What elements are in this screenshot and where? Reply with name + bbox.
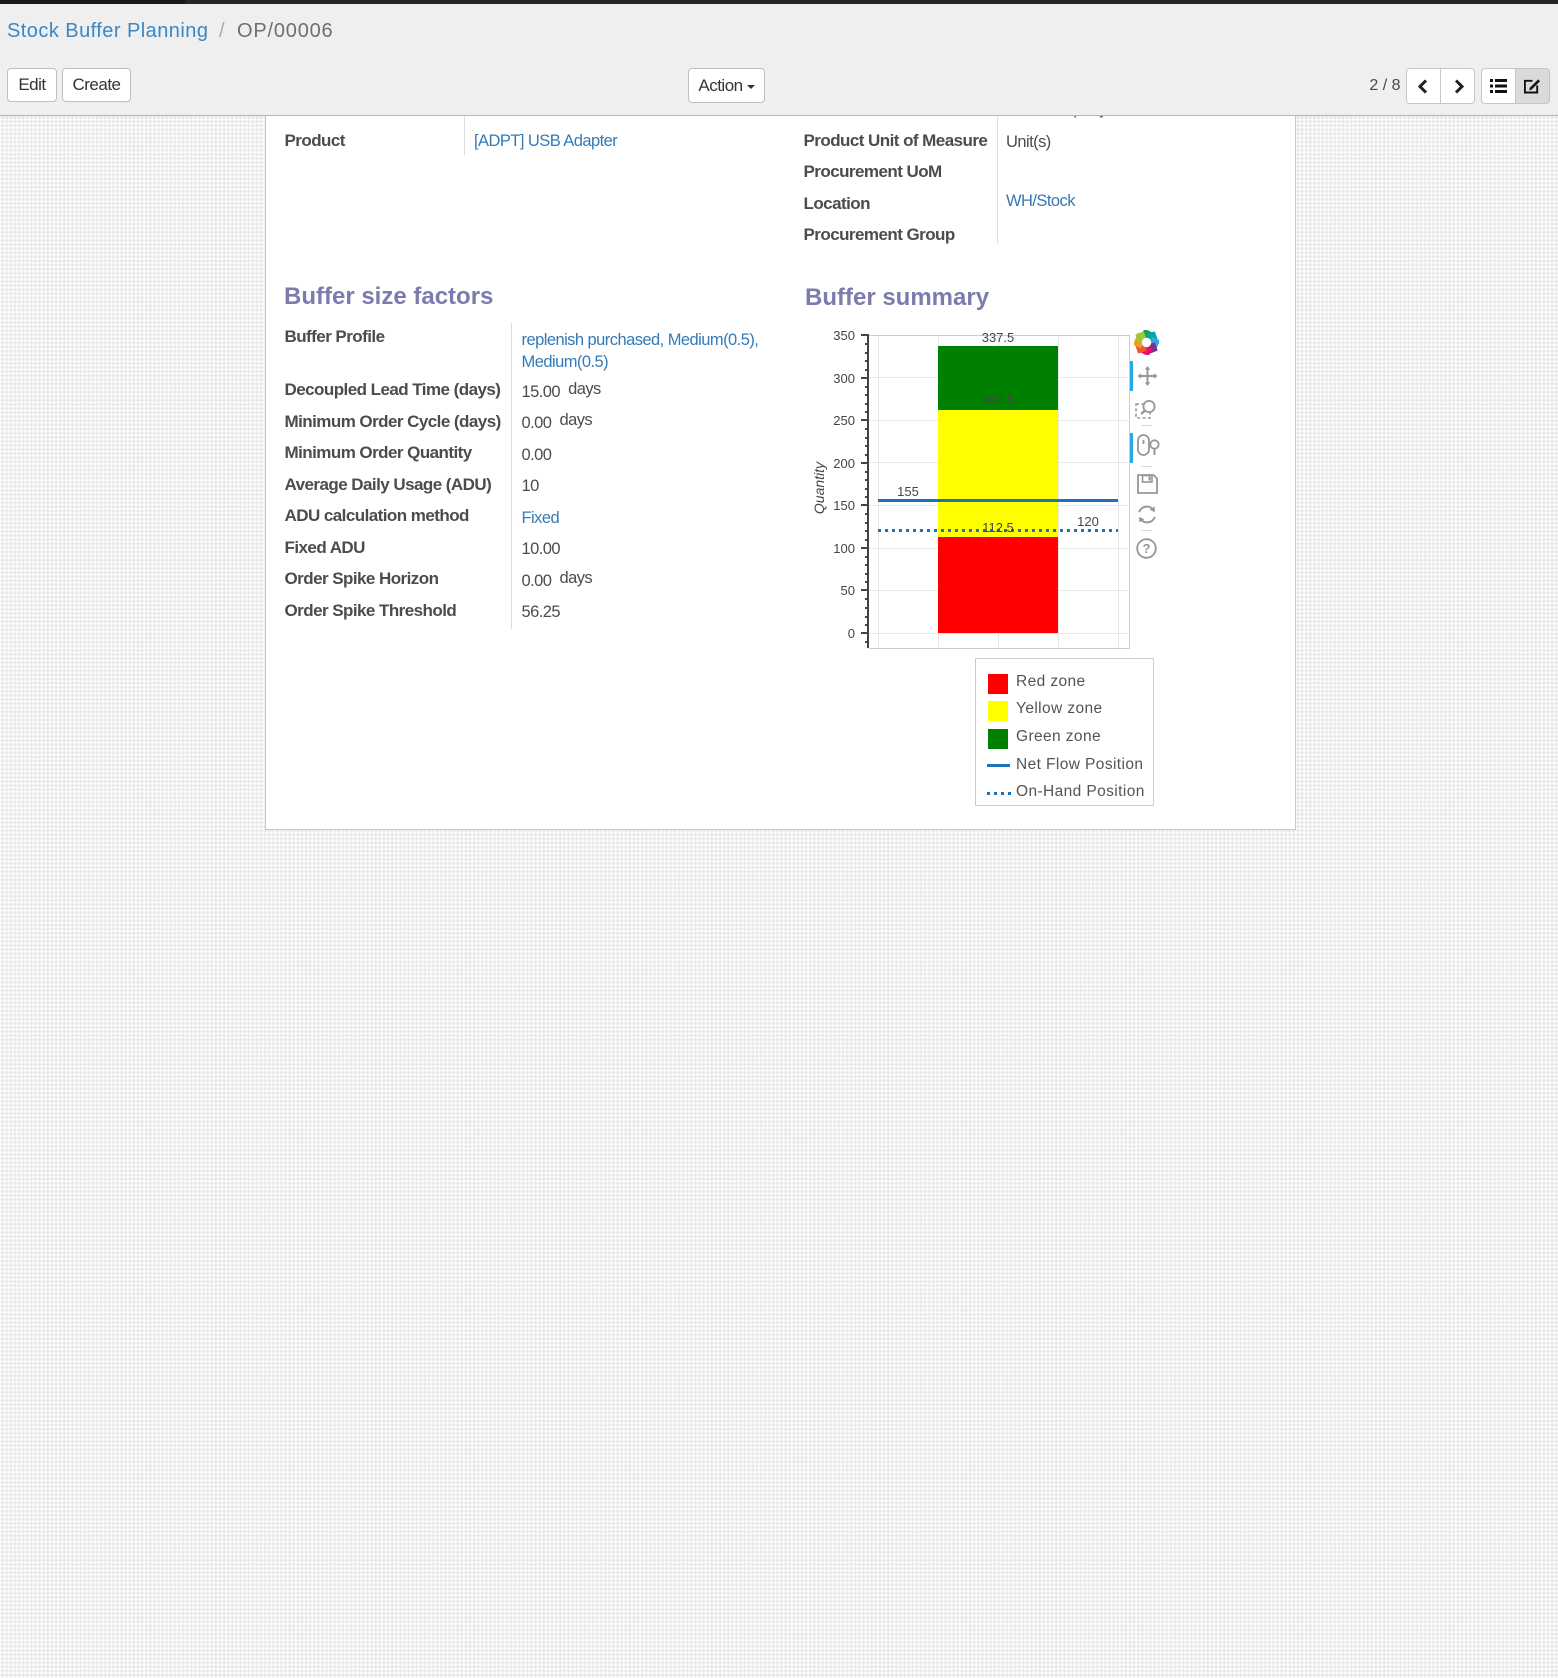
svg-text:?: ? [1143, 541, 1151, 556]
